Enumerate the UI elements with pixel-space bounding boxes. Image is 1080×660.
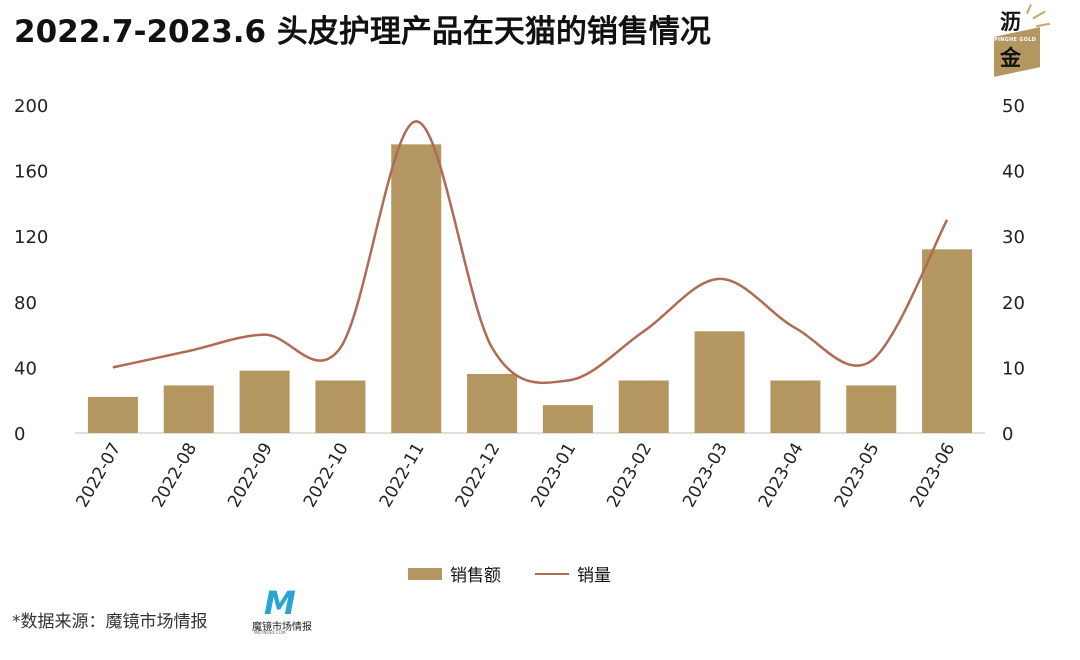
legend-line-swatch [535, 572, 569, 575]
left-axis-tick: 160 [14, 162, 48, 183]
bar [239, 370, 290, 433]
legend-bar-swatch [408, 567, 442, 580]
x-axis-tick: 2022-07 [72, 440, 125, 512]
source-logo-sub: MKTINDEX.COM [254, 630, 286, 635]
logo-char-1: 沥 [1000, 10, 1021, 34]
right-axis-tick: 50 [1002, 96, 1025, 117]
x-axis-tick: 2023-01 [527, 440, 580, 512]
legend: 销售额 销量 [408, 561, 611, 586]
bar [87, 396, 138, 433]
chart-title: 2022.7-2023.6 头皮护理产品在天猫的销售情况 [14, 14, 711, 50]
x-axis-tick: 2022-09 [224, 440, 277, 512]
bar [315, 380, 366, 433]
legend-line-label: 销量 [577, 566, 611, 586]
right-axis-tick: 20 [1002, 293, 1025, 314]
source-note: *数据来源：魔镜市场情报 [12, 612, 208, 632]
x-axis-tick: 2022-08 [148, 440, 201, 512]
x-axis-tick: 2022-10 [300, 440, 353, 512]
logo-char-2: 金 [1000, 46, 1021, 70]
bar [391, 144, 442, 434]
bar [618, 380, 669, 433]
bar [467, 373, 518, 433]
legend-bar-label: 销售额 [450, 566, 501, 586]
bar [922, 249, 973, 433]
x-axis-tick: 2023-06 [907, 440, 960, 512]
left-axis-tick: 40 [14, 358, 37, 379]
chart-area: 0 40 80 120 160 200 0 10 20 30 40 50 2022-07 2022-08 2… [14, 96, 1025, 512]
left-axis-tick: 200 [14, 96, 48, 117]
right-axis-tick: 40 [1002, 162, 1025, 183]
x-axis-tick: 2022-11 [376, 440, 429, 512]
bar [846, 385, 897, 433]
brand-logo: PINGHE GOLD 沥 金 [990, 4, 1052, 77]
x-axis-tick: 2023-03 [679, 440, 732, 512]
bar [770, 380, 821, 433]
right-axis-tick: 30 [1002, 227, 1025, 248]
bar [163, 385, 214, 433]
x-axis-tick: 2022-12 [452, 440, 505, 512]
logo-sub: PINGHE GOLD [994, 37, 1037, 43]
right-axis-tick: 0 [1002, 424, 1013, 445]
left-axis-tick: 0 [14, 424, 25, 445]
source-logo: M 魔镜市场情报 MKTINDEX.COM [252, 584, 322, 635]
x-axis-tick: 2023-05 [831, 440, 884, 512]
bar [542, 405, 593, 433]
x-axis-tick: 2023-04 [755, 440, 808, 512]
series-line [112, 120, 949, 385]
x-axis-tick: 2023-02 [603, 440, 656, 512]
source-logo-name: 魔镜市场情报 [252, 622, 312, 633]
left-axis-tick: 120 [14, 227, 48, 248]
right-axis-tick: 10 [1002, 358, 1025, 379]
left-axis-tick: 80 [14, 293, 37, 314]
source-logo-mark: M [264, 584, 296, 622]
bar [694, 331, 745, 433]
